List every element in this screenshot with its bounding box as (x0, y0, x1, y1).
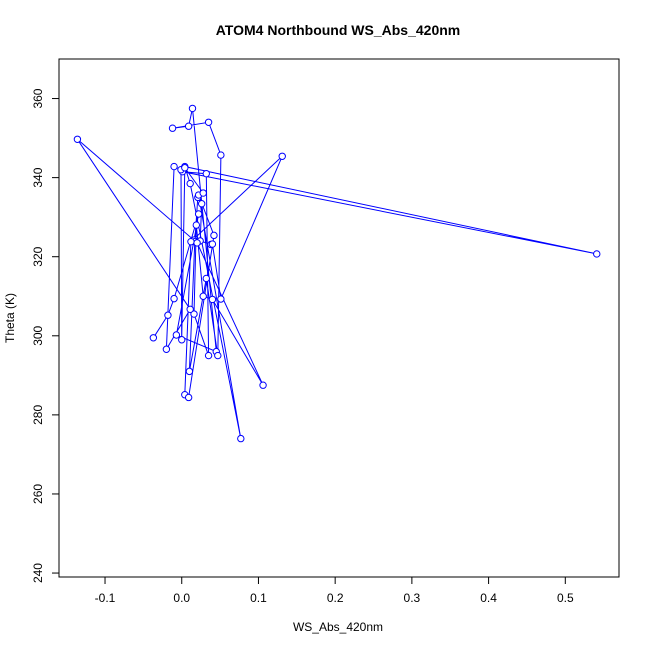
data-point (184, 393, 193, 402)
data-point (185, 367, 194, 376)
data-point (593, 250, 601, 258)
data-point (73, 135, 82, 143)
y-tick-label: 360 (31, 88, 45, 108)
y-tick-label: 300 (31, 325, 45, 345)
data-point (190, 310, 198, 318)
chart-title: ATOM4 Northbound WS_Abs_420nm (216, 22, 461, 38)
x-tick-label: 0.2 (327, 591, 344, 605)
data-point (149, 334, 158, 342)
data-point (170, 294, 178, 303)
data-point (181, 164, 189, 172)
data-point (164, 311, 172, 319)
x-tick-label: 0.5 (557, 591, 574, 605)
data-point (184, 122, 193, 130)
data-point (217, 151, 225, 159)
y-tick-label: 340 (31, 167, 45, 187)
data-point (278, 152, 286, 160)
data-point (210, 231, 218, 240)
data-point (168, 124, 177, 132)
data-point (259, 381, 267, 389)
plot-frame (58, 58, 620, 578)
y-tick-label: 320 (31, 246, 45, 266)
data-point (199, 189, 207, 197)
x-tick-label: 0.0 (173, 591, 190, 605)
data-point (214, 351, 222, 360)
y-axis-label: Theta (K) (3, 293, 17, 343)
data-point (172, 331, 181, 339)
x-tick-label: 0.3 (404, 591, 421, 605)
y-tick-label: 260 (31, 484, 45, 504)
data-point (170, 162, 178, 171)
x-axis-label: WS_Abs_420nm (293, 620, 383, 634)
plot-area (73, 104, 601, 443)
series-line (76, 108, 597, 439)
data-point (197, 200, 206, 208)
data-point (237, 434, 245, 443)
y-tick-label: 240 (31, 563, 45, 583)
data-point (192, 221, 201, 229)
data-point (199, 292, 207, 300)
y-axis: 240 260 280 300 320 340 360 (31, 88, 59, 583)
x-axis: -0.1 0.0 0.1 0.2 0.3 0.4 0.5 (95, 577, 574, 605)
x-tick-label: -0.1 (95, 591, 116, 605)
data-point (202, 274, 210, 283)
data-point (208, 240, 217, 248)
x-tick-label: 0.4 (480, 591, 497, 605)
data-point (186, 305, 194, 314)
data-point (208, 295, 217, 304)
data-point (202, 169, 210, 178)
data-point (193, 239, 201, 247)
data-point (217, 295, 225, 303)
data-points (73, 104, 601, 443)
data-point (187, 237, 195, 246)
x-tick-label: 0.1 (250, 591, 267, 605)
data-point (204, 351, 213, 360)
data-point (186, 179, 194, 188)
data-point (188, 104, 197, 113)
data-point (204, 118, 213, 126)
data-point (178, 336, 186, 344)
data-point (162, 345, 171, 353)
data-point (194, 210, 203, 218)
y-tick-label: 280 (31, 405, 45, 425)
